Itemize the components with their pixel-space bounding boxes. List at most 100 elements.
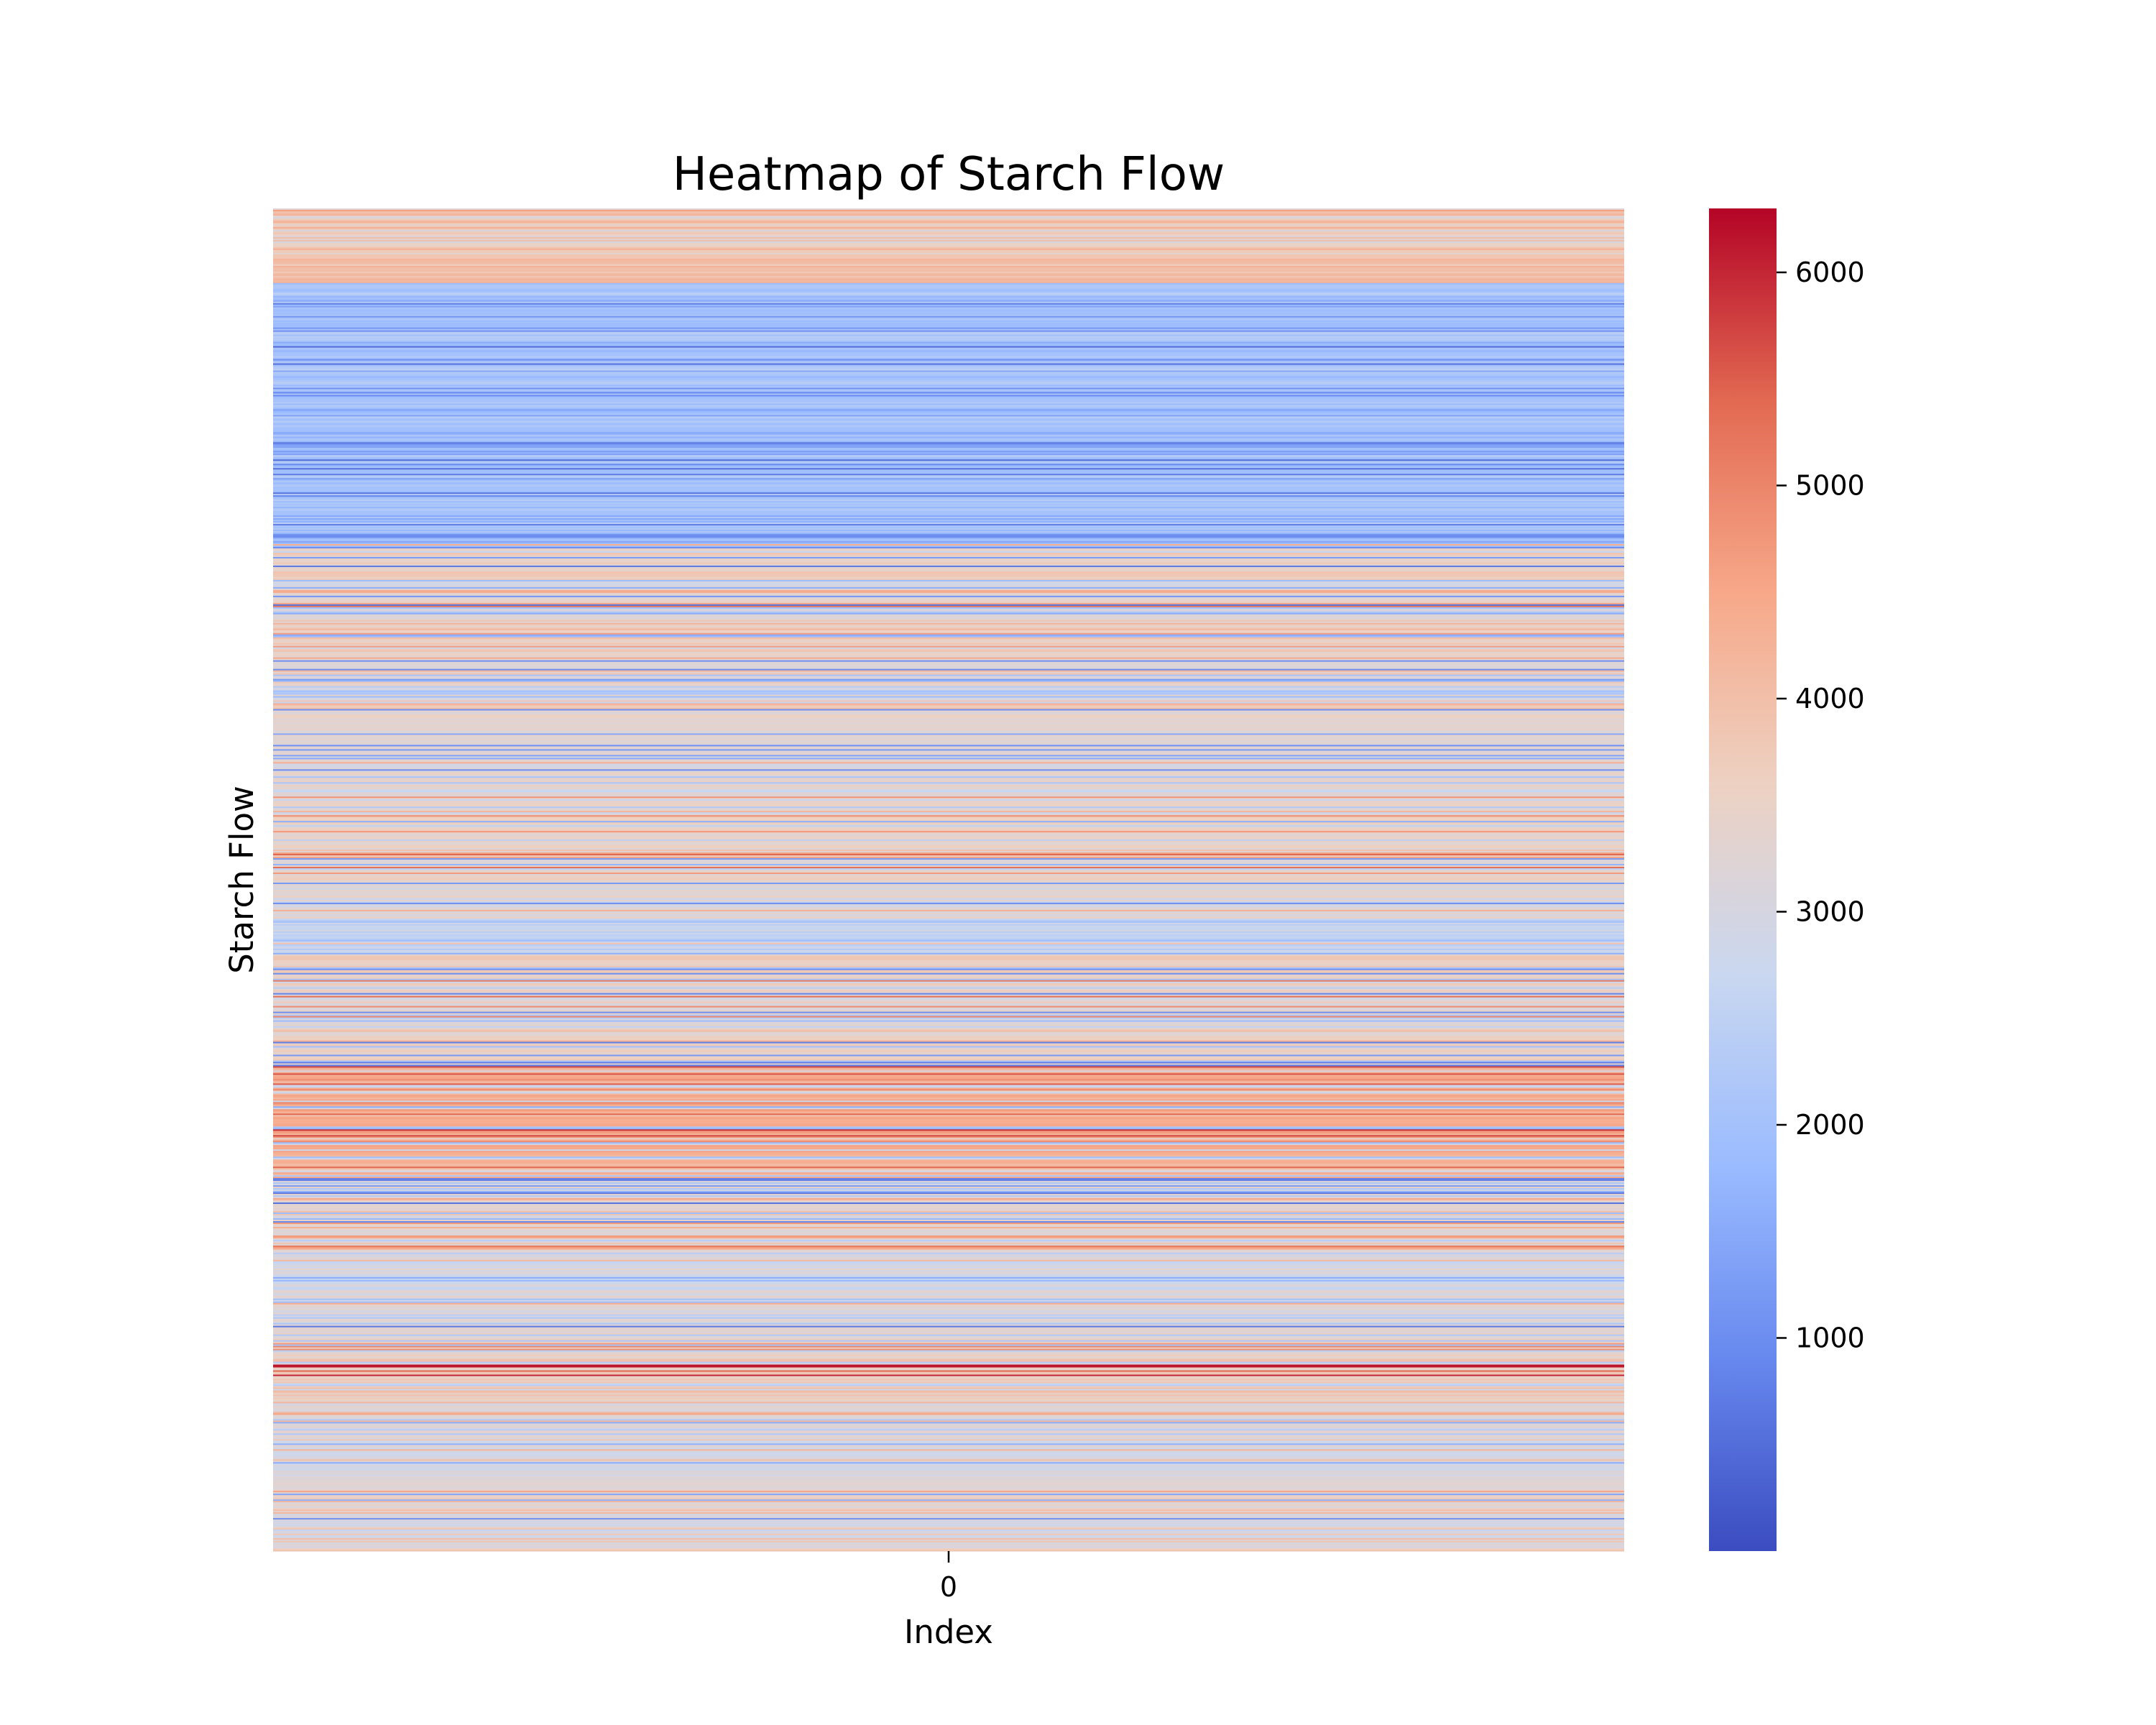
heatmap-cell	[273, 1192, 1624, 1195]
heatmap-cell	[273, 360, 1624, 363]
heatmap-cell	[273, 916, 1624, 919]
heatmap-cell	[273, 379, 1624, 382]
heatmap-cell	[273, 967, 1624, 970]
heatmap-cell	[273, 1215, 1624, 1218]
heatmap-cell	[273, 1027, 1624, 1030]
heatmap-cell	[273, 367, 1624, 370]
heatmap-cell	[273, 1281, 1624, 1284]
heatmap-cell	[273, 1181, 1624, 1183]
heatmap-cell	[273, 1479, 1624, 1481]
heatmap-cell	[273, 985, 1624, 988]
heatmap-cell	[273, 1271, 1624, 1274]
heatmap-cell	[273, 305, 1624, 308]
heatmap-cell	[273, 815, 1624, 817]
heatmap-cell	[273, 442, 1624, 444]
heatmap-cell	[273, 857, 1624, 859]
heatmap-cell	[273, 1256, 1624, 1259]
heatmap-cell	[273, 1200, 1624, 1202]
heatmap-cell	[273, 1213, 1624, 1215]
heatmap-cell	[273, 805, 1624, 807]
colorbar-tick-label: 5000	[1795, 469, 1865, 501]
heatmap-cell	[273, 763, 1624, 765]
heatmap-cell	[273, 405, 1624, 408]
heatmap-cell	[273, 369, 1624, 372]
heatmap-cell	[273, 589, 1624, 592]
heatmap-cell	[273, 1404, 1624, 1407]
heatmap-cell	[273, 736, 1624, 739]
heatmap-cell	[273, 716, 1624, 719]
heatmap-cell	[273, 459, 1624, 461]
heatmap-cell	[273, 1258, 1624, 1261]
heatmap-cell	[273, 1284, 1624, 1287]
heatmap-cell	[273, 834, 1624, 836]
heatmap-cell	[273, 1159, 1624, 1162]
heatmap-cell	[273, 222, 1624, 225]
heatmap-cell	[273, 1389, 1624, 1392]
heatmap-cell	[273, 896, 1624, 899]
heatmap-cell	[273, 1034, 1624, 1037]
heatmap-cell	[273, 481, 1624, 483]
heatmap-cell	[273, 1106, 1624, 1108]
heatmap-cell	[273, 471, 1624, 473]
heatmap-cell	[273, 1337, 1624, 1340]
heatmap-cell	[273, 1358, 1624, 1361]
heatmap-cell	[273, 1003, 1624, 1006]
heatmap-cell	[273, 287, 1624, 290]
heatmap-cell	[273, 776, 1624, 778]
heatmap-cell	[273, 880, 1624, 882]
heatmap-cell	[273, 293, 1624, 295]
heatmap-cell	[273, 571, 1624, 574]
heatmap-cell	[273, 625, 1624, 628]
heatmap-cell	[273, 984, 1624, 987]
heatmap-cell	[273, 469, 1624, 472]
heatmap-cell	[273, 658, 1624, 661]
heatmap-cell	[273, 601, 1624, 604]
heatmap-cell	[273, 1154, 1624, 1156]
heatmap-cell	[273, 1000, 1624, 1003]
heatmap-cell	[273, 495, 1624, 497]
heatmap-cell	[273, 945, 1624, 948]
heatmap-cell	[273, 671, 1624, 674]
heatmap-cell	[273, 730, 1624, 733]
heatmap-cell	[273, 785, 1624, 787]
heatmap-cell	[273, 1165, 1624, 1167]
heatmap-cell	[273, 694, 1624, 697]
heatmap-cell	[273, 661, 1624, 664]
heatmap-cell	[273, 1363, 1624, 1366]
heatmap-cell	[273, 307, 1624, 310]
heatmap-cell	[273, 533, 1624, 535]
heatmap-cell	[273, 1011, 1624, 1014]
heatmap-cell	[273, 1155, 1624, 1157]
heatmap-cell	[273, 995, 1624, 998]
heatmap-cell	[273, 656, 1624, 658]
heatmap-cell	[273, 1433, 1624, 1435]
heatmap-cell	[273, 1052, 1624, 1054]
heatmap-cell	[273, 1452, 1624, 1454]
heatmap-cell	[273, 1412, 1624, 1414]
heatmap-cell	[273, 1486, 1624, 1489]
heatmap-cell	[273, 290, 1624, 293]
heatmap-cells	[273, 208, 1624, 1552]
heatmap-cell	[273, 1141, 1624, 1143]
heatmap-cell	[273, 310, 1624, 313]
heatmap-cell	[273, 1090, 1624, 1092]
heatmap-cell	[273, 304, 1624, 307]
heatmap-cell	[273, 247, 1624, 249]
heatmap-cell	[273, 441, 1624, 443]
heatmap-cell	[273, 298, 1624, 301]
heatmap-cell	[273, 1082, 1624, 1084]
heatmap-cell	[273, 1384, 1624, 1387]
heatmap-cell	[273, 555, 1624, 558]
heatmap-cell	[273, 1208, 1624, 1210]
heatmap-cell	[273, 687, 1624, 690]
heatmap-cell	[273, 1218, 1624, 1220]
heatmap-cell	[273, 1453, 1624, 1455]
heatmap-cell	[273, 991, 1624, 994]
heatmap-cell	[273, 491, 1624, 493]
heatmap-cell	[273, 1413, 1624, 1416]
heatmap-cell	[273, 735, 1624, 737]
heatmap-cell	[273, 737, 1624, 740]
heatmap-cell	[273, 1531, 1624, 1533]
heatmap-cell	[273, 854, 1624, 856]
heatmap-cell	[273, 594, 1624, 597]
